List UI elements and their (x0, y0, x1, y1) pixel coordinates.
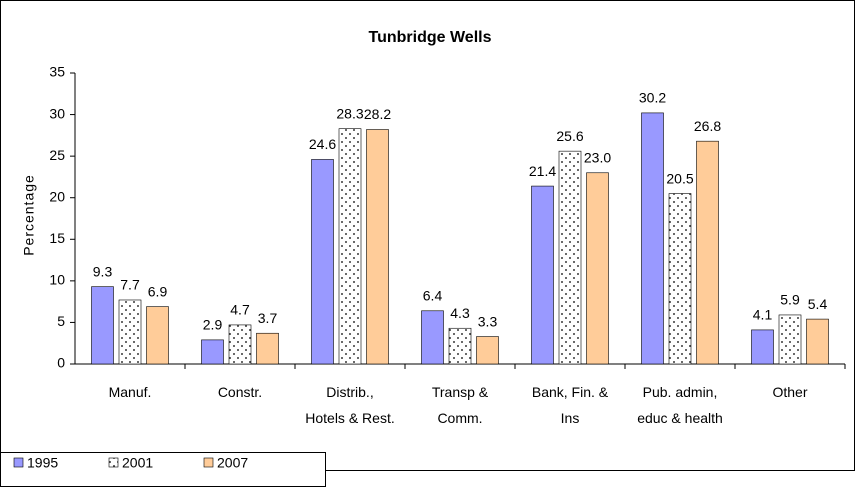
value-label: 30.2 (639, 90, 666, 106)
y-tick-label: 10 (49, 272, 65, 288)
bar (696, 140, 719, 365)
y-tick-label: 5 (57, 313, 65, 329)
bar (778, 314, 802, 365)
value-label: 24.6 (309, 136, 336, 152)
value-label: 23.0 (584, 149, 611, 165)
x-tick-label: Other (772, 384, 808, 400)
bar (806, 318, 829, 365)
x-tick-label: Distrib., Hotels & Rest. (305, 384, 395, 426)
bar (91, 286, 114, 365)
bar (668, 193, 692, 365)
legend-box (0, 452, 326, 487)
x-tick-label: Pub. admin, educ & health (637, 384, 723, 426)
bar (421, 310, 444, 365)
x-tick-label: Bank, Fin. & Ins (531, 384, 609, 426)
y-axis-label: Percentage (21, 174, 37, 256)
value-label: 3.3 (478, 313, 498, 329)
value-label: 28.2 (364, 106, 391, 122)
bar (228, 324, 252, 365)
value-label: 5.4 (808, 296, 828, 312)
chart-title: Tunbridge Wells (369, 29, 492, 46)
legend-swatch (203, 457, 214, 468)
x-tick-label: Manuf. (108, 384, 152, 400)
value-label: 4.7 (230, 302, 250, 318)
value-label: 20.5 (666, 170, 693, 186)
value-label: 5.9 (780, 292, 800, 308)
bar (558, 150, 582, 365)
bar (118, 299, 142, 365)
value-label: 7.7 (120, 277, 140, 293)
bar (586, 172, 609, 365)
bar (338, 128, 362, 365)
bar (256, 332, 279, 365)
bar (751, 329, 774, 365)
value-label: 25.6 (556, 128, 583, 144)
bar (366, 129, 389, 365)
value-label: 9.3 (93, 263, 113, 279)
y-tick-label: 30 (49, 105, 65, 121)
y-tick-label: 15 (49, 230, 65, 246)
bar (201, 339, 224, 365)
bar (448, 327, 472, 365)
value-label: 21.4 (529, 163, 556, 179)
bar (476, 336, 499, 365)
legend-swatch (13, 457, 24, 468)
y-tick-label: 0 (57, 355, 65, 371)
y-tick-label: 25 (49, 147, 65, 163)
bar (146, 306, 169, 365)
legend-label: 2007 (217, 455, 248, 471)
y-tick-label: 35 (49, 64, 65, 80)
value-label: 4.3 (450, 305, 470, 321)
value-label: 28.3 (336, 105, 363, 121)
x-tick-label: Transp & Comm. (431, 384, 489, 426)
bar (311, 159, 334, 365)
legend-label: 2001 (122, 455, 153, 471)
value-label: 2.9 (203, 317, 223, 333)
value-label: 6.4 (423, 287, 443, 303)
value-label: 6.9 (148, 283, 168, 299)
bar (641, 112, 664, 365)
legend-label: 1995 (27, 455, 58, 471)
value-label: 4.1 (753, 307, 773, 323)
y-tick-label: 20 (49, 188, 65, 204)
bar (531, 185, 554, 365)
value-label: 26.8 (694, 118, 721, 134)
value-label: 3.7 (258, 310, 278, 326)
x-tick-label: Constr. (217, 384, 263, 400)
legend-swatch (108, 457, 119, 468)
